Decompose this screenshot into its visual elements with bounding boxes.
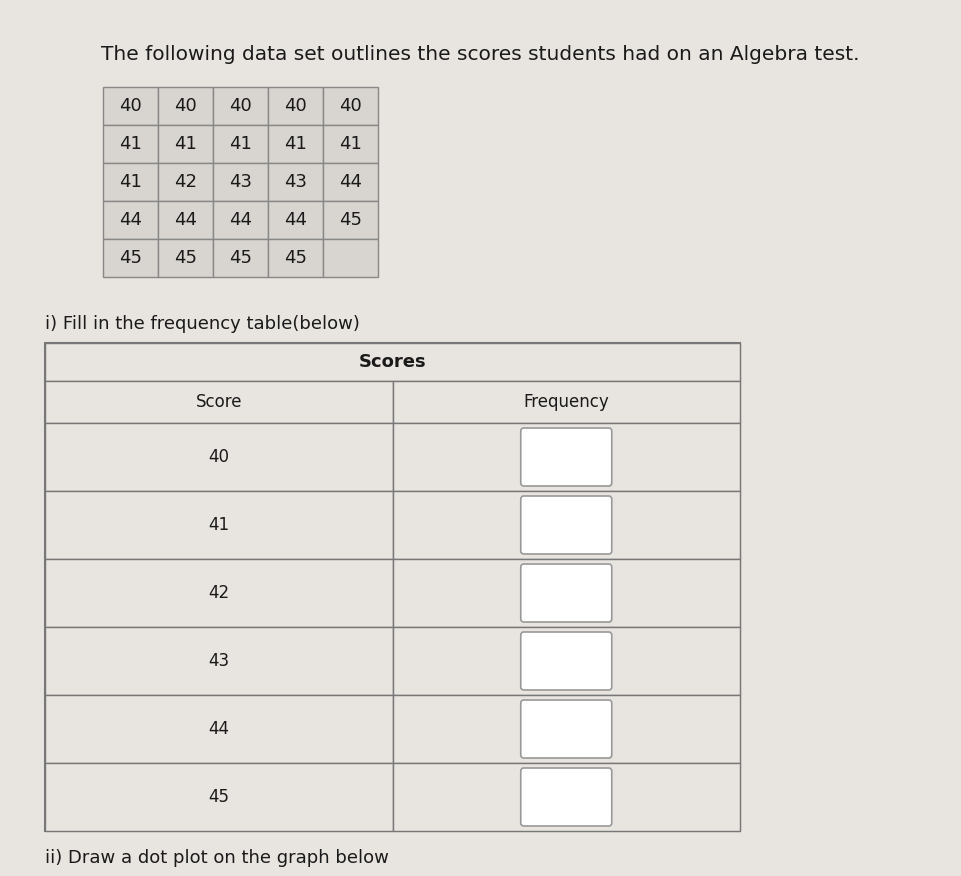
FancyBboxPatch shape <box>521 428 612 486</box>
Bar <box>45 491 392 559</box>
Bar <box>103 239 158 277</box>
Text: 42: 42 <box>174 173 197 191</box>
Text: 40: 40 <box>174 97 197 115</box>
Text: 44: 44 <box>339 173 362 191</box>
Bar <box>103 87 158 125</box>
Text: 40: 40 <box>119 97 142 115</box>
Text: ii) Draw a dot plot on the graph below: ii) Draw a dot plot on the graph below <box>45 849 389 867</box>
Text: 40: 40 <box>339 97 362 115</box>
Bar <box>268 125 323 163</box>
Text: 44: 44 <box>119 211 142 229</box>
Text: 41: 41 <box>174 135 197 153</box>
Text: 45: 45 <box>174 249 197 267</box>
Text: The following data set outlines the scores students had on an Algebra test.: The following data set outlines the scor… <box>101 45 859 64</box>
Text: i) Fill in the frequency table(below): i) Fill in the frequency table(below) <box>45 315 359 333</box>
Text: 41: 41 <box>119 173 142 191</box>
Text: 45: 45 <box>119 249 142 267</box>
Bar <box>158 125 213 163</box>
Bar <box>323 239 378 277</box>
Text: 43: 43 <box>209 652 230 670</box>
Text: 40: 40 <box>209 448 230 466</box>
FancyBboxPatch shape <box>521 632 612 690</box>
Bar <box>268 239 323 277</box>
Bar <box>392 423 740 491</box>
Text: 40: 40 <box>284 97 307 115</box>
FancyBboxPatch shape <box>521 768 612 826</box>
Text: 43: 43 <box>229 173 252 191</box>
Bar <box>45 381 392 423</box>
Text: 45: 45 <box>229 249 252 267</box>
Bar <box>323 201 378 239</box>
Bar <box>213 125 268 163</box>
Bar <box>45 343 740 381</box>
Text: 41: 41 <box>209 516 230 534</box>
Bar <box>392 559 740 627</box>
Bar <box>45 763 392 831</box>
Text: 41: 41 <box>339 135 362 153</box>
Bar <box>213 87 268 125</box>
Bar <box>392 491 740 559</box>
Text: 45: 45 <box>209 788 230 806</box>
Text: Score: Score <box>195 393 242 411</box>
Text: 44: 44 <box>209 720 230 738</box>
FancyBboxPatch shape <box>521 496 612 554</box>
Bar <box>392 381 740 423</box>
Text: 41: 41 <box>229 135 252 153</box>
Text: Frequency: Frequency <box>524 393 609 411</box>
Bar <box>323 87 378 125</box>
Bar <box>45 695 392 763</box>
Bar <box>158 163 213 201</box>
Text: Scores: Scores <box>358 353 427 371</box>
Bar <box>213 163 268 201</box>
Bar <box>213 201 268 239</box>
Text: 41: 41 <box>284 135 307 153</box>
Text: 41: 41 <box>119 135 142 153</box>
FancyBboxPatch shape <box>521 700 612 758</box>
Bar <box>45 627 392 695</box>
Text: 43: 43 <box>284 173 307 191</box>
Bar <box>392 763 740 831</box>
Text: 45: 45 <box>339 211 362 229</box>
Text: 42: 42 <box>209 584 230 602</box>
Bar <box>268 163 323 201</box>
Bar <box>45 423 392 491</box>
FancyBboxPatch shape <box>521 564 612 622</box>
Bar <box>158 87 213 125</box>
Bar <box>158 201 213 239</box>
Bar <box>158 239 213 277</box>
Bar <box>268 87 323 125</box>
Text: 45: 45 <box>284 249 307 267</box>
Bar <box>103 125 158 163</box>
Bar <box>45 343 740 831</box>
Bar <box>45 559 392 627</box>
Bar <box>103 201 158 239</box>
Bar <box>323 125 378 163</box>
Bar <box>323 163 378 201</box>
Bar <box>392 627 740 695</box>
Bar <box>392 695 740 763</box>
Bar <box>213 239 268 277</box>
Text: 40: 40 <box>229 97 252 115</box>
Text: 44: 44 <box>284 211 307 229</box>
Text: 44: 44 <box>174 211 197 229</box>
Text: 44: 44 <box>229 211 252 229</box>
Bar <box>103 163 158 201</box>
Bar <box>268 201 323 239</box>
